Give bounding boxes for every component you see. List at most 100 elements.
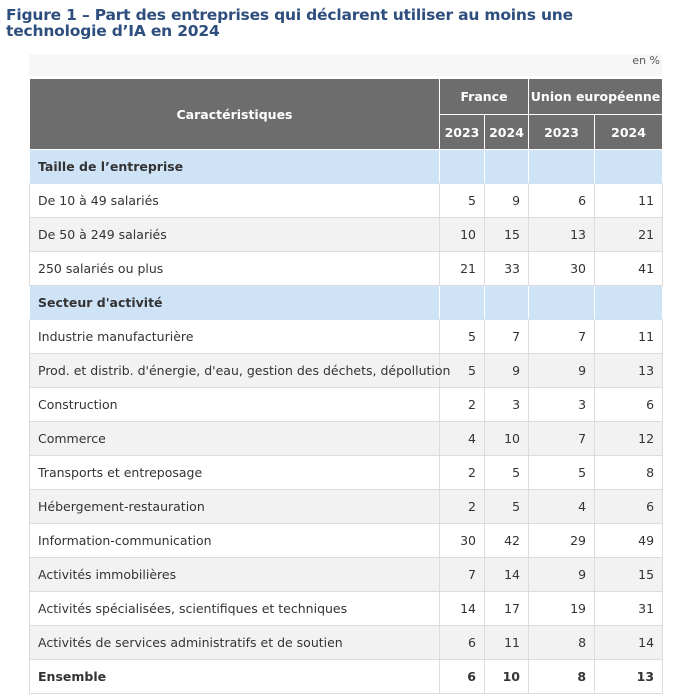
row-value: 6	[528, 183, 596, 218]
table-row: Transports et entreposage 2 5 5 8	[29, 455, 664, 490]
row-value: 9	[528, 353, 596, 388]
header-year: 2023	[439, 114, 485, 150]
section-cell	[483, 149, 530, 184]
row-value: 6	[594, 387, 664, 422]
row-value: 5	[483, 455, 530, 490]
row-value: 42	[483, 523, 530, 558]
figure-title: Figure 1 – Part des entreprises qui décl…	[6, 6, 573, 40]
section-row: Secteur d'activité	[29, 285, 664, 320]
row-value: 29	[528, 523, 596, 558]
row-value: 30	[528, 251, 596, 286]
row-value: 49	[594, 523, 664, 558]
row-value: 5	[439, 319, 485, 354]
table-row: 250 salariés ou plus 21 33 30 41	[29, 251, 664, 286]
table-row: Prod. et distrib. d'énergie, d'eau, gest…	[29, 353, 664, 388]
row-value: 33	[483, 251, 530, 286]
table-row: Activités de services administratifs et …	[29, 625, 664, 660]
row-value: 15	[483, 217, 530, 252]
section-label: Secteur d'activité	[29, 285, 440, 320]
total-row: Ensemble 6 10 8 13	[29, 659, 664, 694]
header-year: 2024	[483, 114, 530, 150]
row-value: 7	[439, 557, 485, 592]
row-value: 9	[483, 183, 530, 218]
section-cell	[483, 285, 530, 320]
row-value: 19	[528, 591, 596, 626]
row-label: Prod. et distrib. d'énergie, d'eau, gest…	[29, 353, 450, 388]
row-value: 8	[528, 659, 596, 694]
row-value: 14	[439, 591, 485, 626]
section-label: Taille de l’entreprise	[29, 149, 440, 184]
section-cell	[439, 149, 485, 184]
row-label: Commerce	[29, 421, 440, 456]
header-year: 2024	[594, 114, 664, 150]
row-value: 11	[594, 183, 664, 218]
table-row: Information-communication 30 42 29 49	[29, 523, 664, 558]
row-value: 2	[439, 387, 485, 422]
row-value: 10	[439, 217, 485, 252]
row-label: Activités de services administratifs et …	[29, 625, 440, 660]
row-value: 5	[528, 455, 596, 490]
row-label: Hébergement-restauration	[29, 489, 440, 524]
table-row: Commerce 4 10 7 12	[29, 421, 664, 456]
row-value: 11	[483, 625, 530, 660]
unit-label: en %	[29, 54, 662, 76]
row-value: 13	[594, 353, 664, 388]
table-row: De 10 à 49 salariés 5 9 6 11	[29, 183, 664, 218]
row-value: 14	[483, 557, 530, 592]
data-table: Caractéristiques France Union européenne…	[29, 78, 664, 694]
row-value: 6	[594, 489, 664, 524]
row-value: 17	[483, 591, 530, 626]
section-cell	[528, 285, 596, 320]
row-value: 31	[594, 591, 664, 626]
row-value: 15	[594, 557, 664, 592]
row-value: 7	[528, 319, 596, 354]
row-value: 6	[439, 625, 485, 660]
row-value: 2	[439, 489, 485, 524]
row-value: 3	[483, 387, 530, 422]
row-value: 5	[483, 489, 530, 524]
row-value: 14	[594, 625, 664, 660]
section-cell	[528, 149, 596, 184]
header-france: France	[438, 78, 530, 115]
table-row: De 50 à 249 salariés 10 15 13 21	[29, 217, 664, 252]
section-cell	[594, 149, 664, 184]
row-value: 7	[528, 421, 596, 456]
row-value: 5	[439, 353, 485, 388]
row-label: De 10 à 49 salariés	[29, 183, 440, 218]
row-label: 250 salariés ou plus	[29, 251, 440, 286]
row-value: 4	[439, 421, 485, 456]
row-value: 10	[483, 659, 530, 694]
table-row: Activités spécialisées, scientifiques et…	[29, 591, 664, 626]
row-value: 41	[594, 251, 664, 286]
row-value: 6	[439, 659, 485, 694]
row-value: 12	[594, 421, 664, 456]
header-eu: Union européenne	[528, 78, 664, 115]
row-label: De 50 à 249 salariés	[29, 217, 440, 252]
row-label: Information-communication	[29, 523, 440, 558]
header-year: 2023	[528, 114, 596, 150]
row-value: 2	[439, 455, 485, 490]
row-value: 21	[594, 217, 664, 252]
table-row: Construction 2 3 3 6	[29, 387, 664, 422]
row-value: 5	[439, 183, 485, 218]
row-value: 9	[483, 353, 530, 388]
row-value: 13	[594, 659, 664, 694]
table-row: Hébergement-restauration 2 5 4 6	[29, 489, 664, 524]
row-value: 13	[528, 217, 596, 252]
row-label: Transports et entreposage	[29, 455, 440, 490]
table-row: Activités immobilières 7 14 9 15	[29, 557, 664, 592]
row-value: 7	[483, 319, 530, 354]
row-label: Industrie manufacturière	[29, 319, 440, 354]
section-row: Taille de l’entreprise	[29, 149, 664, 184]
row-value: 11	[594, 319, 664, 354]
row-label: Activités spécialisées, scientifiques et…	[29, 591, 440, 626]
row-value: 21	[439, 251, 485, 286]
header-characteristics: Caractéristiques	[29, 78, 440, 150]
row-label: Construction	[29, 387, 440, 422]
row-value: 9	[528, 557, 596, 592]
row-value: 8	[528, 625, 596, 660]
row-value: 8	[594, 455, 664, 490]
row-label: Activités immobilières	[29, 557, 440, 592]
row-value: 10	[483, 421, 530, 456]
table-row: Industrie manufacturière 5 7 7 11	[29, 319, 664, 354]
